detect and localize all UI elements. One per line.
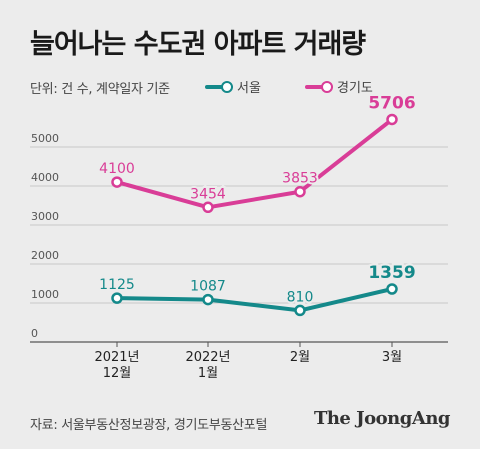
series-line-0 bbox=[115, 286, 394, 313]
legend-swatch-gyeonggi bbox=[305, 80, 333, 94]
y-tick-label: 2000 bbox=[31, 249, 59, 262]
x-tick-label: 2021년 12월 bbox=[94, 350, 139, 381]
chart-title: 늘어나는 수도권 아파트 거래량 bbox=[30, 29, 366, 60]
legend-label-seoul: 서울 bbox=[237, 81, 261, 96]
data-point bbox=[294, 185, 306, 198]
x-tick-label: 3월 bbox=[382, 350, 402, 365]
unit-note: 단위: 건 수, 계약일자 기준 bbox=[30, 82, 170, 97]
data-label: 1087 bbox=[190, 279, 226, 295]
legend-item-gyeonggi: 경기도 bbox=[305, 77, 373, 96]
data-point bbox=[294, 304, 306, 317]
data-label: 3454 bbox=[190, 186, 226, 202]
legend-label-gyeonggi: 경기도 bbox=[337, 81, 373, 96]
data-label: 810 bbox=[287, 289, 314, 305]
publisher-logo: The JoongAng bbox=[313, 408, 451, 429]
data-point bbox=[202, 201, 214, 214]
data-point bbox=[111, 292, 123, 304]
y-tick-label: 0 bbox=[31, 327, 38, 340]
source-note: 자료: 서울부동산정보광장, 경기도부동산포털 bbox=[30, 418, 268, 433]
data-label: 3853 bbox=[282, 171, 318, 187]
data-point bbox=[111, 176, 123, 188]
x-tick-label: 2022년 1월 bbox=[185, 350, 230, 381]
y-tick-label: 3000 bbox=[31, 210, 59, 223]
x-tick-label: 2월 bbox=[290, 350, 310, 365]
data-point bbox=[386, 283, 398, 295]
legend-swatch-seoul bbox=[205, 80, 233, 94]
data-label: 4100 bbox=[99, 161, 135, 177]
data-label: 1125 bbox=[99, 277, 135, 293]
y-tick-label: 1000 bbox=[31, 288, 59, 301]
legend-item-seoul: 서울 bbox=[205, 77, 261, 96]
data-point bbox=[386, 113, 398, 126]
y-tick-label: 5000 bbox=[31, 132, 59, 145]
y-tick-label: 4000 bbox=[31, 171, 59, 184]
data-label: 1359 bbox=[368, 263, 415, 283]
data-point bbox=[202, 293, 214, 306]
data-label: 5706 bbox=[368, 93, 415, 113]
series-line-1 bbox=[115, 117, 394, 210]
